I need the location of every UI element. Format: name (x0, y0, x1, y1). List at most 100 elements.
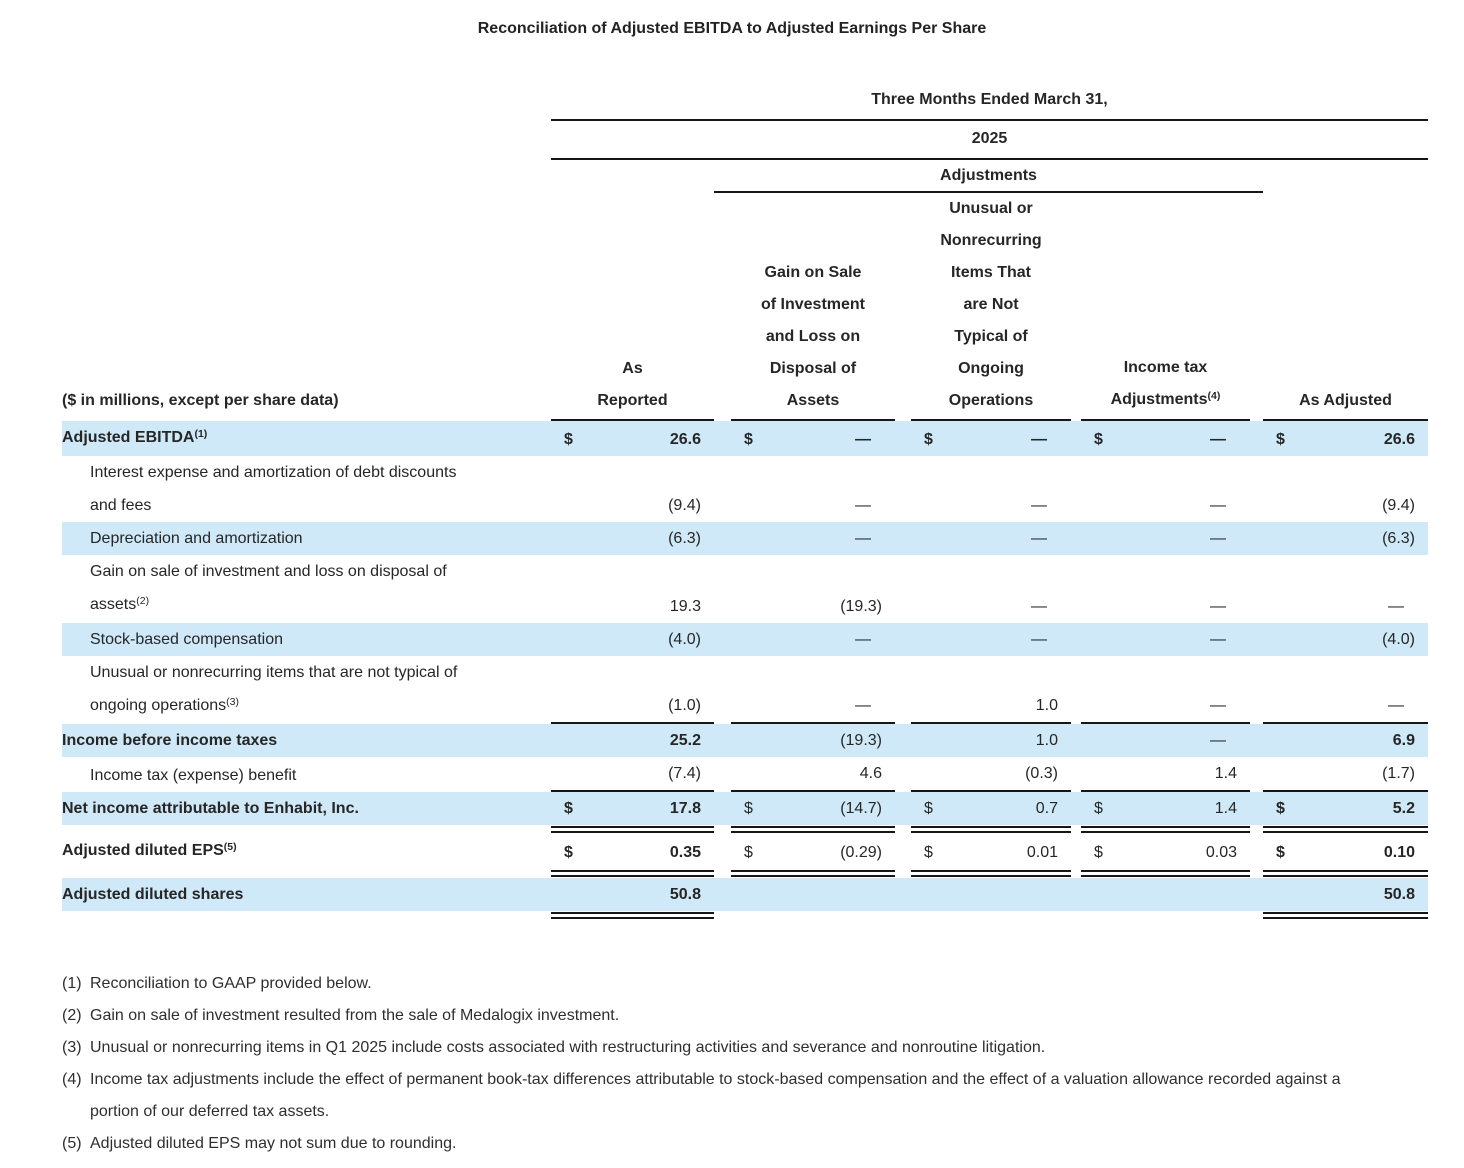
row-label-line: Income before income taxes (62, 724, 551, 757)
table-cell: (1.0) (551, 689, 714, 724)
cell-value: 6.9 (1392, 732, 1415, 749)
row-label-text: Gain on sale of investment and loss on d… (90, 563, 447, 580)
rule-row (62, 869, 1428, 878)
table-cell: 1.0 (911, 689, 1071, 724)
cell-value: — (1031, 598, 1047, 615)
table-row: Adjusted diluted EPS(5) $0.35 $ (0.29) $0.01… (62, 834, 1428, 869)
column-header-text: Disposal of (769, 360, 857, 377)
cell-value: — (1388, 697, 1404, 714)
cell-value: — (1210, 497, 1226, 514)
double-rule (731, 870, 895, 877)
table-cell: — (1081, 489, 1250, 522)
column-header-line: Unusual or (911, 193, 1071, 225)
cell-value: — (855, 631, 871, 648)
cell-value: — (1210, 631, 1226, 648)
adjustments-header-text: Adjustments (940, 167, 1037, 184)
dollar-sign: $ (744, 800, 753, 817)
footnote: (5) Adjusted diluted EPS may not sum due … (62, 1128, 1392, 1160)
column-header-line: As (551, 353, 714, 385)
footnote-ref: (2) (136, 594, 150, 607)
table-cell: $0.10 (1263, 836, 1428, 869)
row-label-text: ongoing operations (90, 697, 227, 714)
table-cell: — (1081, 522, 1250, 555)
column-header-text: of Investment (760, 296, 865, 313)
table-cell: — (911, 590, 1071, 623)
table-cell: — (1081, 623, 1250, 656)
period-header-text: Three Months Ended March 31, (871, 91, 1108, 108)
row-label: Interest expense and amortization of deb… (62, 456, 551, 522)
cell-value: 4.6 (859, 765, 882, 782)
double-rule (551, 912, 714, 919)
table-cell: $ — (1081, 423, 1250, 456)
column-header: Gain on Sale of Investment and Loss on Disp… (731, 257, 895, 421)
cell-value: — (1031, 530, 1047, 547)
dollar-sign: $ (1276, 844, 1285, 861)
column-header: As Reported (551, 353, 714, 421)
cell-value: 17.8 (669, 800, 701, 817)
dollar-sign: $ (924, 844, 933, 861)
table-cell: 25.2 (551, 724, 714, 757)
column-header-text: Operations (948, 392, 1034, 409)
table-body: Adjusted EBITDA(1) $26.6 $ — $ — $ — $26.6 Intere… (62, 421, 1428, 920)
double-rule (911, 870, 1071, 877)
footnote-marker: (4) (62, 1071, 82, 1088)
table-cell: (0.3) (911, 757, 1071, 792)
cell-value: 1.4 (1214, 765, 1237, 782)
cell-value: (19.3) (840, 732, 882, 749)
table-cell: $1.4 (1081, 792, 1250, 825)
column-header-line: Items That (911, 257, 1071, 289)
page-title: Reconciliation of Adjusted EBITDA to Adj… (477, 20, 987, 37)
period-header-row: Three Months Ended March 31, (62, 82, 1428, 121)
row-label-line: Income tax (expense) benefit (90, 759, 551, 792)
cell-value: 1.4 (1214, 800, 1237, 817)
footnote-ref: (5) (223, 840, 237, 853)
column-header-line: Assets (731, 385, 895, 417)
table-cell: $0.01 (911, 836, 1071, 869)
column-header-line: Ongoing (911, 353, 1071, 385)
table-cell: (9.4) (1263, 489, 1428, 522)
cell-value: (4.0) (668, 631, 701, 648)
row-label-text: Income before income taxes (62, 732, 278, 749)
column-header-line: are Not (911, 289, 1071, 321)
cell-value: 19.3 (669, 598, 701, 615)
footnote-text: Reconciliation to GAAP provided below. (90, 975, 372, 992)
column-header-text: As (622, 360, 643, 377)
row-label-line: Net income attributable to Enhabit, Inc. (62, 792, 551, 825)
table-cell: (4.0) (1263, 623, 1428, 656)
table-cell: $0.35 (551, 836, 714, 869)
table-row: Gain on sale of investment and loss on d… (62, 555, 1428, 623)
row-label-text: Net income attributable to Enhabit, Inc. (62, 800, 359, 817)
dollar-sign: $ (564, 844, 573, 861)
adjustments-header: Adjustments (714, 160, 1263, 193)
table-cell: — (911, 522, 1071, 555)
cell-value: 50.8 (1383, 886, 1415, 903)
column-header-line: Reported (551, 385, 714, 417)
footnote-marker: (2) (62, 1007, 82, 1024)
column-header-line: Adjustments(4) (1081, 384, 1250, 417)
column-header-text: Income tax (1123, 359, 1208, 376)
table-cell: (19.3) (731, 724, 895, 757)
column-header-line: Disposal of (731, 353, 895, 385)
table-cell: (1.7) (1263, 757, 1428, 792)
table-row: Stock-based compensation (4.0) — — — (4.0) (62, 623, 1428, 656)
table-cell: $ — (731, 423, 895, 456)
footnote: (2) Gain on sale of investment resulted f… (62, 1000, 1392, 1032)
table-cell: $26.6 (1263, 423, 1428, 456)
table-row: Adjusted EBITDA(1) $26.6 $ — $ — $ — $26.6 (62, 421, 1428, 456)
column-headers-row: ($ in millions, except per share data) A… (62, 193, 1428, 421)
column-header-line: and Loss on (731, 321, 895, 353)
dollar-sign: $ (924, 800, 933, 817)
double-rule (1263, 870, 1428, 877)
table-cell: $ (14.7) (731, 792, 895, 825)
table-cell: $26.6 (551, 423, 714, 456)
table-cell: (6.3) (551, 522, 714, 555)
table-cell: — (1081, 724, 1250, 757)
footnote-marker: (3) (62, 1039, 82, 1056)
year-header-text: 2025 (971, 130, 1008, 147)
column-header-line: As Adjusted (1263, 385, 1428, 417)
row-label-line: Adjusted diluted shares (62, 878, 551, 911)
cell-value: 5.2 (1392, 800, 1415, 817)
column-header-text: Reported (597, 392, 668, 409)
dollar-sign: $ (1276, 431, 1285, 448)
row-label-line: assets(2) (90, 588, 551, 623)
